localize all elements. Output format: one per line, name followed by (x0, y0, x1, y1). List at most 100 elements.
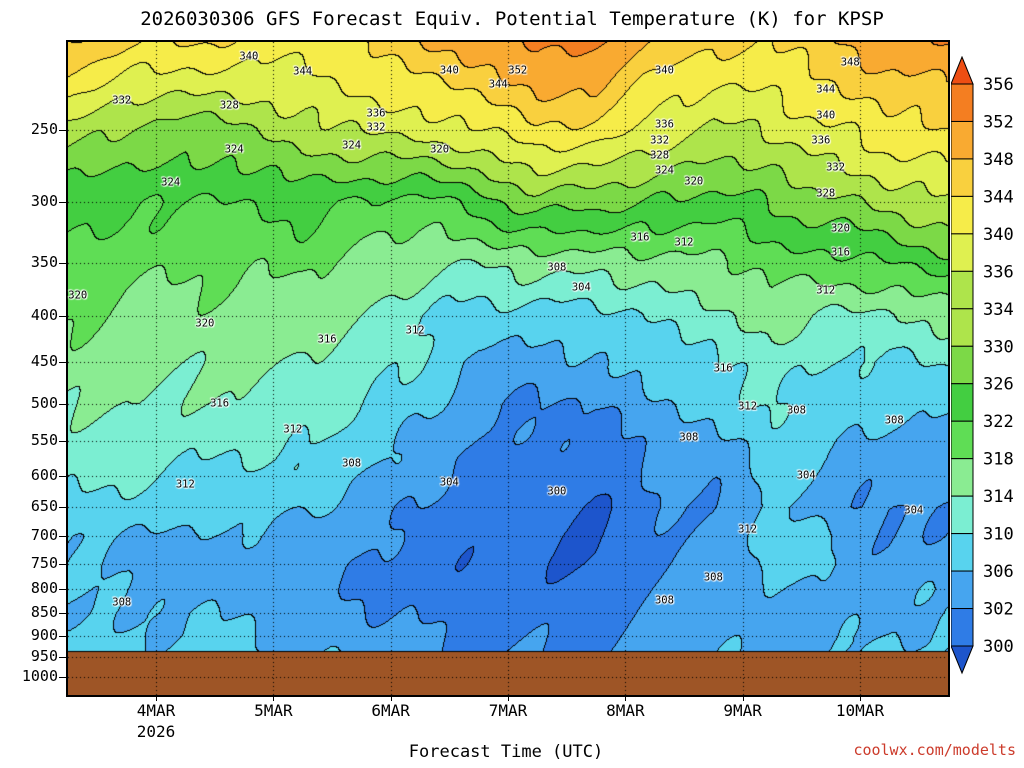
y-tick-label: 1000 (21, 667, 58, 686)
contour-label: 300 (547, 485, 567, 498)
colorbar-tick-label: 334 (983, 300, 1014, 320)
colorbar: 356 352 348 344 340 336 334 330 326 322 318 314 310 3… (950, 55, 1024, 682)
x-tick-mark (273, 695, 275, 701)
y-tick-label: 500 (30, 393, 58, 412)
colorbar-tick-label: 300 (983, 637, 1014, 657)
y-tick-mark (59, 635, 66, 637)
x-tick-label: 7MAR (488, 701, 528, 720)
y-tick-mark (59, 403, 66, 405)
x-tick-label: 6MAR (371, 701, 410, 720)
contour-label: 340 (816, 109, 836, 122)
contour-label: 320 (830, 222, 850, 235)
contour-label: 344 (293, 65, 313, 78)
contour-label: 308 (884, 414, 904, 427)
chart-title: 2026030306 GFS Forecast Equiv. Potential… (140, 8, 884, 30)
colorbar-cell (950, 495, 974, 535)
y-tick-mark (59, 362, 66, 364)
colorbar-tick-label: 356 (983, 75, 1014, 95)
contour-label: 320 (430, 143, 450, 156)
contour-label: 308 (547, 261, 567, 274)
contour-label: 324 (342, 139, 362, 152)
contour-label: 316 (630, 231, 650, 244)
contour-label: 308 (703, 571, 723, 584)
colorbar-cell (950, 345, 974, 385)
y-tick-label: 700 (30, 526, 58, 545)
colorbar-cell (950, 120, 974, 160)
contour-label: 312 (738, 400, 758, 413)
x-tick-mark (625, 695, 627, 701)
y-tick-mark (59, 613, 66, 615)
x-tick-label: 4MAR (136, 701, 176, 720)
y-tick-label: 450 (30, 352, 58, 371)
contour-label: 312 (674, 236, 694, 249)
colorbar-tick-label: 306 (983, 562, 1014, 582)
colorbar-cell (950, 158, 974, 197)
colorbar-tick-label: 340 (983, 225, 1014, 245)
contour-label: 320 (68, 289, 88, 302)
y-tick-label: 600 (30, 465, 58, 484)
contour-label: 328 (816, 187, 836, 200)
x-tick-mark (742, 695, 744, 701)
colorbar-tick-label: 322 (983, 412, 1014, 432)
contour-label: 340 (239, 50, 259, 63)
colorbar-tick-label: 352 (983, 112, 1014, 132)
y-tick-mark (59, 507, 66, 509)
contour-label: 324 (224, 143, 244, 156)
y-tick-label: 300 (30, 192, 58, 211)
colorbar-cell (950, 308, 974, 347)
contour-label: 340 (654, 64, 674, 77)
contour-label: 332 (366, 121, 386, 134)
contour-label: 344 (488, 78, 508, 91)
colorbar-tick-label: 314 (983, 487, 1014, 507)
colorbar-tick-label: 330 (983, 337, 1014, 357)
colorbar-tick-label: 310 (983, 525, 1014, 545)
contour-label: 308 (654, 594, 674, 607)
colorbar-cell (950, 458, 974, 497)
contour-label: 316 (317, 333, 337, 345)
x-tick-mark (390, 695, 392, 701)
y-tick-label: 550 (30, 431, 58, 450)
contour-label: 304 (571, 281, 591, 294)
colorbar-tick-label: 336 (983, 262, 1014, 282)
y-tick-mark (59, 563, 66, 565)
colorbar-cell (950, 270, 974, 310)
contour-label: 308 (679, 431, 699, 444)
x-tick-mark (508, 695, 509, 701)
colorbar-cell (950, 608, 974, 647)
contour-label: 312 (816, 284, 836, 297)
colorbar-underflow-arrow (950, 645, 974, 675)
contour-label: 308 (786, 404, 806, 417)
colorbar-cell (950, 83, 974, 122)
contour-label: 328 (650, 149, 670, 162)
contour-label: 332 (650, 134, 670, 147)
y-tick-label: 850 (30, 603, 58, 622)
y-tick-label: 400 (30, 305, 58, 324)
contour-label: 316 (830, 246, 850, 259)
contour-label: 352 (508, 64, 528, 77)
contour-label: 340 (439, 64, 459, 77)
y-tick-label: 750 (30, 553, 58, 572)
contour-label: 332 (826, 161, 846, 174)
contour-label: 320 (684, 175, 704, 188)
contour-label: 336 (366, 107, 386, 120)
year-label: 2026 (136, 722, 176, 741)
y-tick-mark (59, 262, 66, 264)
x-tick-label: 10MAR (835, 701, 885, 720)
x-tick-label: 9MAR (723, 701, 762, 720)
y-tick-mark (59, 657, 66, 658)
y-tick-mark (59, 677, 66, 679)
contour-label: 344 (816, 83, 836, 96)
contour-label: 308 (342, 457, 362, 470)
contour-label: 312 (175, 478, 195, 491)
y-tick-mark (59, 202, 66, 204)
contour-label: 312 (405, 324, 425, 337)
contour-label: 324 (654, 164, 674, 177)
contour-label: 316 (713, 362, 733, 375)
colorbar-tick-label: 348 (983, 150, 1014, 170)
y-tick-label: 950 (30, 647, 58, 665)
watermark-text: coolwx.com/modelts (853, 741, 1016, 759)
contour-label: 348 (840, 56, 860, 69)
colorbar-tick-label: 326 (983, 375, 1014, 395)
contour-label: 312 (738, 523, 758, 536)
